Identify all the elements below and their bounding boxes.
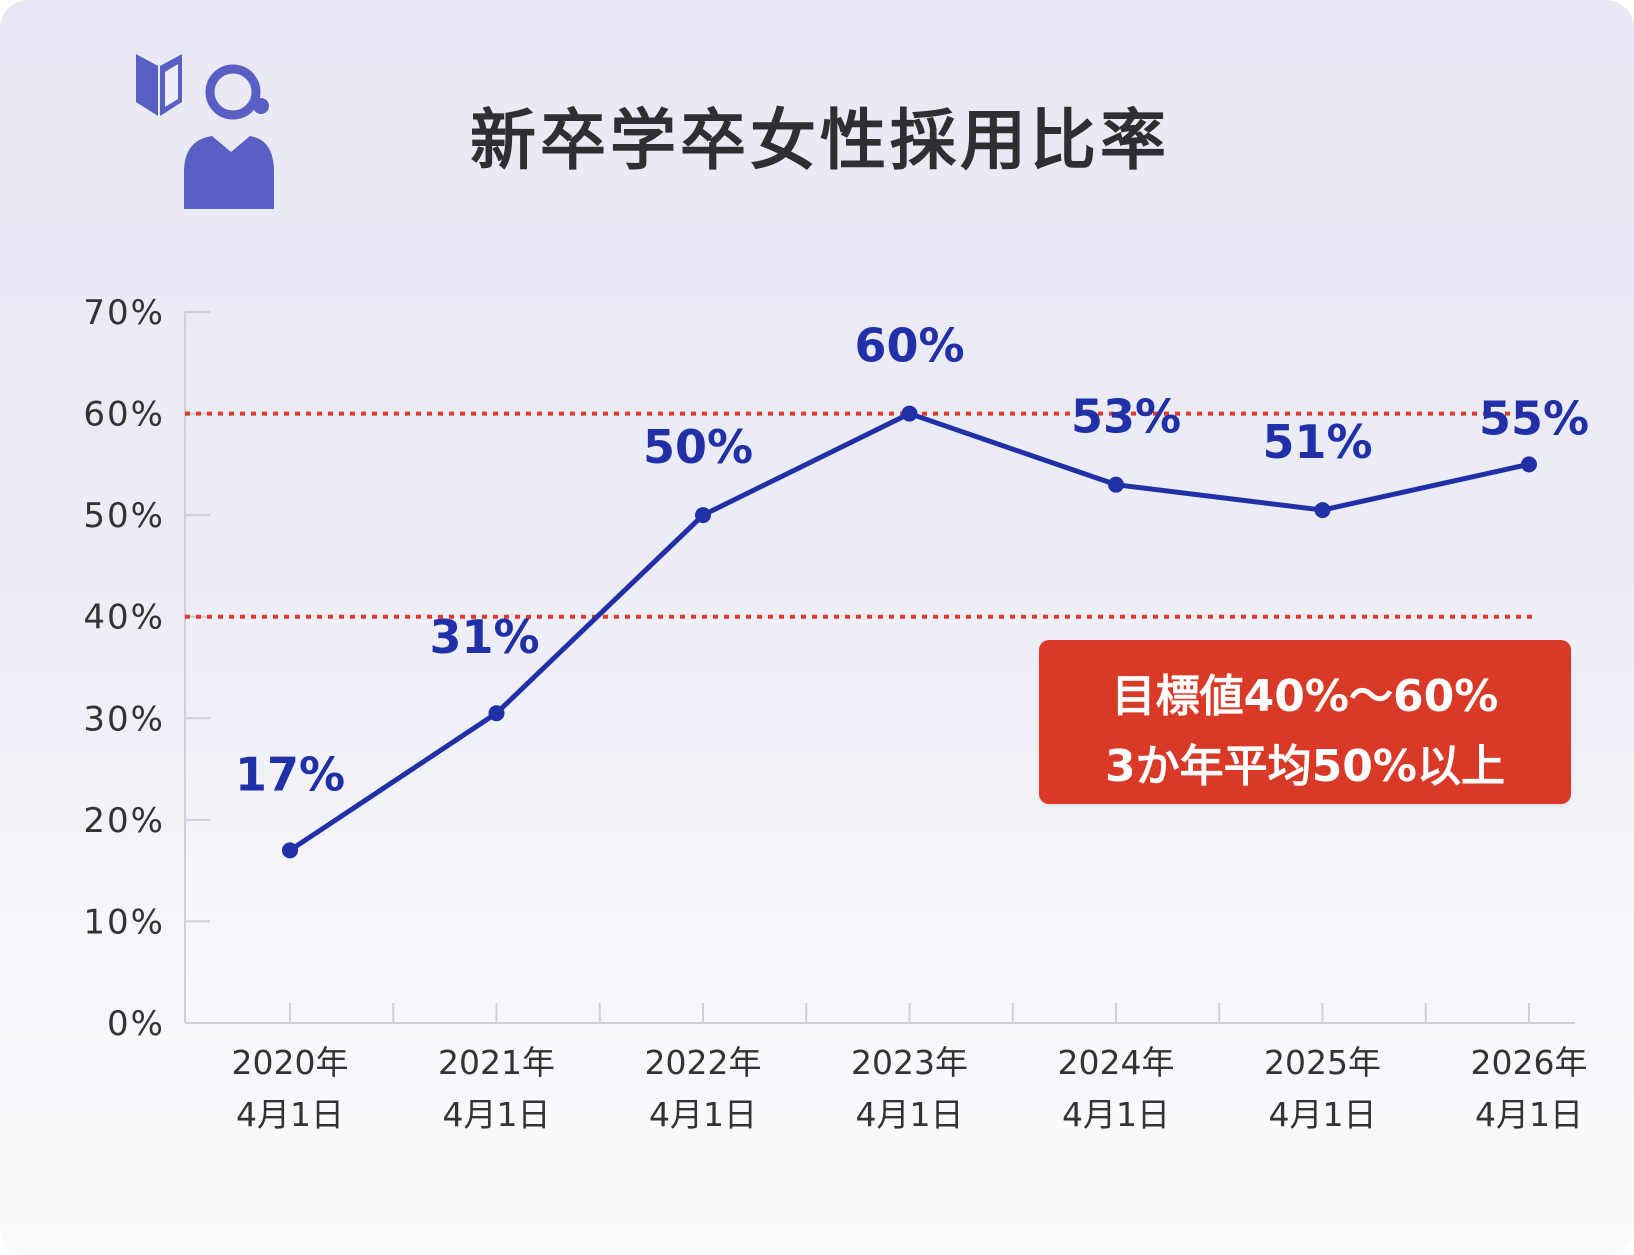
target-annotation-line2: 3か年平均50%以上 [1105, 741, 1505, 792]
x-tick-label-year: 2026年 [1471, 1043, 1588, 1082]
data-point [1521, 456, 1537, 473]
beginner-mark-and-woman-icon [130, 44, 280, 214]
y-tick-label: 50% [83, 496, 165, 536]
data-label: 17% [235, 747, 345, 801]
target-annotation: 目標値40%〜60% 3か年平均50%以上 [1039, 640, 1571, 804]
data-label: 53% [1071, 390, 1181, 444]
chart-title: 新卒学卒女性採用比率 [470, 102, 1170, 179]
y-tick-label: 30% [83, 699, 165, 739]
x-tick-label-year: 2023年 [851, 1043, 968, 1082]
data-label: 31% [429, 610, 539, 664]
data-point [282, 842, 298, 859]
x-tick-label-year: 2021年 [438, 1043, 555, 1082]
x-tick-label-date: 4月1日 [1062, 1095, 1170, 1134]
y-tick-label: 60% [83, 395, 165, 435]
data-label: 51% [1262, 415, 1372, 469]
data-point [695, 507, 711, 524]
data-point [1314, 502, 1331, 519]
data-point [901, 405, 918, 422]
y-tick-label: 10% [83, 902, 165, 942]
beginner-mark-icon [136, 54, 158, 116]
data-point [1108, 476, 1124, 493]
x-tick-label-date: 4月1日 [649, 1095, 757, 1134]
data-label: 50% [643, 420, 753, 474]
y-tick-label: 40% [83, 598, 165, 638]
y-tick-label: 70% [83, 293, 165, 333]
x-tick-label-date: 4月1日 [1269, 1095, 1377, 1134]
x-tick-label-year: 2025年 [1264, 1043, 1381, 1082]
x-tick-label-date: 4月1日 [1475, 1095, 1583, 1134]
data-point [488, 705, 505, 722]
x-tick-label-date: 4月1日 [443, 1095, 551, 1134]
target-annotation-line1: 目標値40%〜60% [1111, 671, 1499, 722]
x-tick-label-year: 2020年 [232, 1043, 349, 1082]
y-tick-label: 20% [83, 801, 165, 841]
y-tick-label: 0% [107, 1004, 165, 1044]
x-tick-label-year: 2024年 [1058, 1043, 1175, 1082]
data-label: 60% [854, 319, 964, 373]
data-label: 55% [1479, 391, 1589, 445]
x-tick-label-date: 4月1日 [236, 1095, 344, 1134]
x-tick-label-date: 4月1日 [856, 1095, 964, 1134]
x-tick-label-year: 2022年 [645, 1043, 762, 1082]
